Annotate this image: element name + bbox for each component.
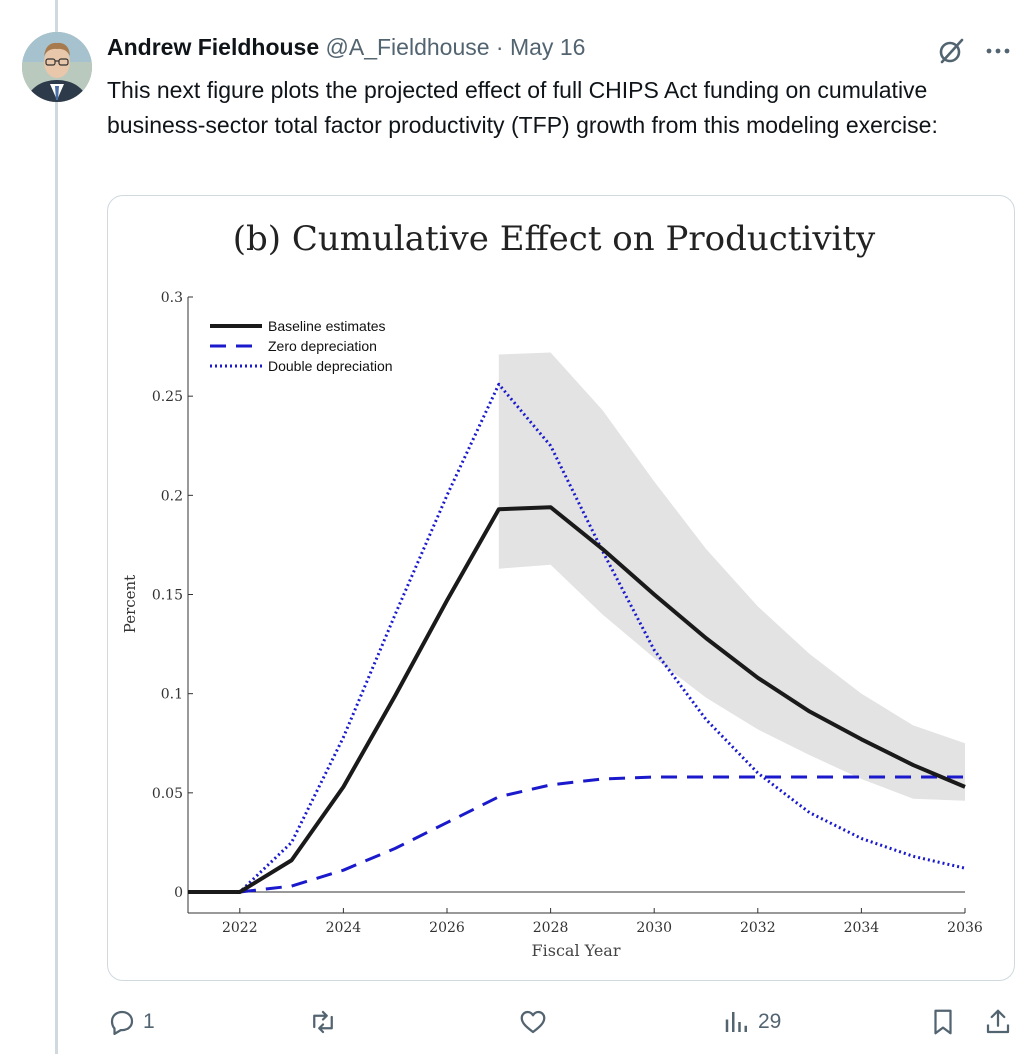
reply-icon [110, 1010, 134, 1035]
y-tick-label: 0.3 [161, 290, 183, 306]
bookmark-button[interactable] [928, 1000, 958, 1044]
y-tick-label: 0.05 [152, 786, 183, 802]
x-tick-label: 2036 [947, 920, 983, 936]
legend-label: Zero depreciation [268, 338, 377, 354]
x-tick-label: 2030 [636, 920, 672, 936]
x-tick-label: 2034 [844, 920, 880, 936]
reply-button[interactable]: 1 [107, 1000, 155, 1044]
series-line-baseline-estimates [188, 505, 966, 894]
y-tick-label: 0.1 [161, 687, 183, 703]
bookmark-icon [934, 1009, 952, 1035]
tweet-header: Andrew Fieldhouse @A_Fieldhouse · May 16 [107, 34, 585, 61]
views-icon [725, 1012, 747, 1032]
meta-separator: · [495, 34, 504, 60]
views-button[interactable]: 29 [722, 1000, 781, 1044]
x-tick-label: 2028 [533, 920, 569, 936]
x-axis-label: Fiscal Year [532, 941, 621, 960]
author-handle[interactable]: @A_Fieldhouse [325, 34, 490, 60]
tweet-action-bar: 1 29 [0, 1000, 1026, 1044]
avatar-image [22, 32, 92, 102]
x-tick-label: 2026 [429, 920, 465, 936]
like-button[interactable] [518, 1000, 548, 1044]
avatar[interactable] [22, 32, 92, 102]
y-tick-label: 0.2 [161, 488, 183, 504]
confidence-band [498, 352, 965, 801]
tweet-date[interactable]: May 16 [509, 34, 586, 60]
x-tick-label: 2024 [326, 920, 362, 936]
author-name[interactable]: Andrew Fieldhouse [107, 34, 320, 60]
y-tick-label: 0.15 [152, 588, 183, 604]
like-icon [520, 1010, 546, 1034]
retweet-button[interactable] [308, 1000, 338, 1044]
grok-icon[interactable] [936, 36, 966, 66]
thread-connector-line [55, 0, 58, 1054]
series-line-double-depreciation [188, 382, 966, 894]
share-button[interactable] [983, 1000, 1013, 1044]
x-tick-label: 2022 [222, 920, 258, 936]
tweet-media-chart[interactable]: (b) Cumulative Effect on Productivity Pe… [107, 195, 1015, 981]
retweet-icon [313, 1010, 333, 1034]
tweet-text: This next figure plots the projected eff… [107, 77, 938, 138]
more-options-icon[interactable] [983, 36, 1013, 66]
series-line-zero-depreciation [188, 775, 965, 894]
x-tick-label: 2032 [740, 920, 776, 936]
y-axis-label: Percent [121, 575, 139, 633]
reply-count: 1 [143, 1010, 155, 1033]
legend-label: Double depreciation [268, 358, 393, 374]
share-icon [986, 1009, 1010, 1034]
views-count: 29 [758, 1010, 782, 1033]
legend-label: Baseline estimates [268, 318, 386, 334]
chart-title: (b) Cumulative Effect on Productivity [233, 219, 876, 259]
chart-svg: (b) Cumulative Effect on Productivity Pe… [121, 219, 983, 960]
y-tick-label: 0.25 [152, 389, 183, 405]
y-tick-label: 0 [174, 885, 183, 901]
